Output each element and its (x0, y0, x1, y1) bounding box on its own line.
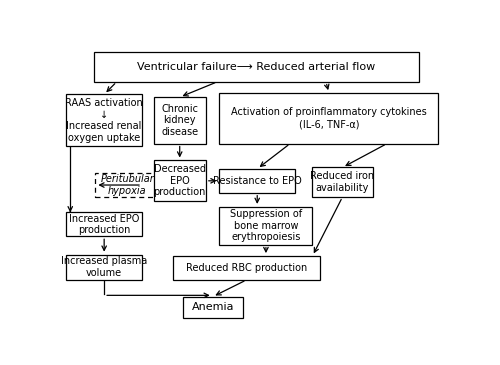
FancyBboxPatch shape (96, 173, 160, 197)
FancyBboxPatch shape (154, 97, 206, 143)
Text: Activation of proinflammatory cytokines
(IL-6, TNF-α): Activation of proinflammatory cytokines … (231, 107, 427, 129)
FancyBboxPatch shape (220, 207, 312, 245)
FancyBboxPatch shape (312, 168, 372, 197)
FancyBboxPatch shape (220, 169, 295, 193)
Text: Chronic
kidney
disease: Chronic kidney disease (161, 104, 198, 137)
Text: Anemia: Anemia (192, 302, 234, 312)
FancyBboxPatch shape (94, 52, 419, 82)
FancyBboxPatch shape (220, 93, 438, 143)
Text: Increased plasma
volume: Increased plasma volume (61, 257, 148, 278)
Text: Reduced RBC production: Reduced RBC production (186, 263, 307, 273)
Text: RAAS activation
↓
Increased renal
oxygen uptake: RAAS activation ↓ Increased renal oxygen… (66, 98, 143, 143)
Text: Peritubular
hypoxia: Peritubular hypoxia (100, 174, 154, 196)
FancyBboxPatch shape (182, 297, 242, 318)
FancyBboxPatch shape (66, 212, 142, 236)
Text: Suppression of
bone marrow
erythropoiesis: Suppression of bone marrow erythropoiesi… (230, 209, 302, 242)
Text: Reduced iron
availability: Reduced iron availability (310, 172, 374, 193)
FancyBboxPatch shape (66, 95, 142, 146)
FancyBboxPatch shape (66, 255, 142, 280)
Text: Resistance to EPO: Resistance to EPO (213, 176, 302, 186)
Text: Ventricular failure⟶ Reduced arterial flow: Ventricular failure⟶ Reduced arterial fl… (137, 62, 376, 72)
FancyBboxPatch shape (154, 161, 206, 201)
Text: Increased EPO
production: Increased EPO production (69, 214, 140, 235)
Text: Decreased
EPO
production: Decreased EPO production (154, 164, 206, 197)
FancyBboxPatch shape (173, 256, 320, 280)
